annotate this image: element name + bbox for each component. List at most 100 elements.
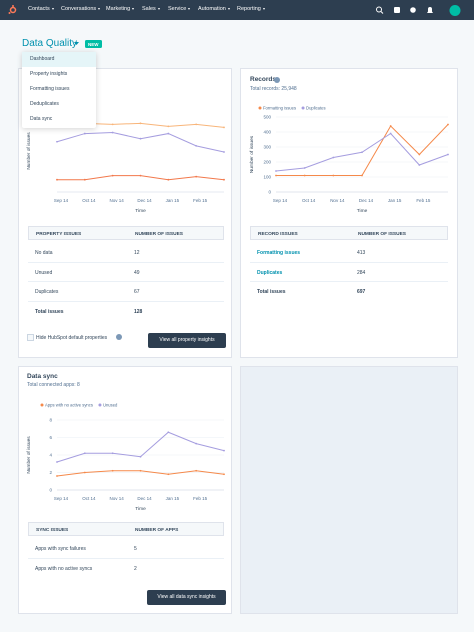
- y-tick-label: 0: [49, 488, 52, 493]
- x-tick-label: Nov 14: [110, 496, 125, 501]
- nav-item[interactable]: Service: [168, 6, 190, 12]
- cell: Total issues: [257, 289, 286, 295]
- y-tick-label: 200: [263, 160, 271, 165]
- y-tick-label: 300: [263, 145, 271, 150]
- data-point: [83, 452, 86, 455]
- x-tick-label: Dec 14: [359, 198, 374, 203]
- legend-swatch: [258, 106, 262, 110]
- y-tick-label: 2: [49, 470, 52, 475]
- records-chart: 0 100 200 300 400 500 Sep 14 Oct 14 Nov 14 Dec 14…: [249, 106, 449, 214]
- records-panel: [240, 68, 458, 358]
- cell: 5: [134, 546, 137, 552]
- column-header[interactable]: NUMBER OF ISSUES: [358, 231, 406, 237]
- menu-item[interactable]: Property insights: [30, 71, 68, 77]
- x-tick-label: Nov 14: [330, 198, 345, 203]
- y-axis-label: Number of issues: [26, 132, 32, 170]
- column-header[interactable]: NUMBER OF ISSUES: [135, 231, 183, 237]
- cell: 49: [134, 269, 140, 276]
- checkbox-label[interactable]: Hide HubSpot default properties: [36, 334, 108, 341]
- data-point: [447, 123, 449, 126]
- dropdown-menu: Dashboard Property insights Formatting i…: [22, 52, 96, 128]
- x-tick-label: Sep 14: [54, 198, 69, 203]
- page-title[interactable]: Data Quality: [22, 38, 78, 49]
- column-header[interactable]: RECORD ISSUES: [258, 231, 298, 237]
- logo: [8, 5, 17, 14]
- notifications-icon[interactable]: [427, 7, 433, 13]
- data-point: [56, 475, 58, 477]
- cell: Total issues: [35, 308, 64, 315]
- data-point: [83, 471, 86, 474]
- x-axis-label: Time: [135, 208, 146, 214]
- data-point: [303, 167, 306, 169]
- cell: Apps with sync failures: [35, 546, 86, 552]
- button[interactable]: View all property insights: [148, 333, 226, 348]
- nav-item[interactable]: Sales: [142, 6, 160, 12]
- info-icon[interactable]: [116, 334, 122, 340]
- data-point: [275, 170, 277, 172]
- search-icon[interactable]: [376, 6, 382, 13]
- x-axis-label: Time: [135, 506, 146, 512]
- y-tick-label: 4: [49, 453, 52, 458]
- data-point: [332, 156, 335, 159]
- button[interactable]: View all data sync insights: [147, 590, 226, 605]
- menu-item[interactable]: Deduplicates: [30, 101, 59, 107]
- nav-item[interactable]: Marketing: [106, 6, 134, 12]
- x-tick-label: Jan 15: [388, 198, 402, 203]
- legend-label: Apps with no active syncs: [45, 403, 93, 408]
- checkbox[interactable]: [27, 334, 34, 341]
- x-tick-label: Dec 14: [137, 496, 152, 501]
- data-point: [223, 449, 225, 452]
- column-header[interactable]: PROPERTY ISSUES: [36, 231, 82, 237]
- link[interactable]: Duplicates: [257, 269, 283, 276]
- avatar[interactable]: [449, 5, 461, 16]
- column-header[interactable]: NUMBER OF APPS: [135, 527, 179, 533]
- nav-item[interactable]: Reporting: [237, 6, 265, 12]
- y-tick-label: 8: [49, 418, 52, 423]
- data-point: [195, 442, 198, 445]
- cell: 12: [134, 250, 140, 256]
- x-tick-label: Jan 15: [166, 496, 180, 501]
- link[interactable]: Formatting issues: [257, 250, 301, 256]
- title-caret: [74, 42, 79, 45]
- data-point: [139, 137, 142, 140]
- menu-item[interactable]: Dashboard: [22, 52, 96, 67]
- cell: 284: [357, 269, 366, 276]
- settings-icon[interactable]: [410, 7, 416, 13]
- top-nav: Contacts Conversations Marketing Sales S…: [0, 0, 474, 20]
- cell: 413: [357, 250, 366, 256]
- new-badge: NEW: [85, 40, 102, 48]
- y-axis-label: Number of issues: [249, 135, 255, 173]
- x-tick-label: Jan 15: [166, 198, 180, 203]
- menu-item[interactable]: Formatting issues: [30, 86, 70, 92]
- table-row: Apps with no active syncs 2: [28, 559, 224, 579]
- cell: Unused: [35, 269, 53, 276]
- info-icon[interactable]: [274, 77, 280, 83]
- x-tick-label: Oct 14: [82, 496, 96, 501]
- table-header: PROPERTY ISSUES NUMBER OF ISSUES: [28, 226, 224, 240]
- data-point: [167, 178, 170, 181]
- table-row: Duplicates 284: [250, 263, 448, 282]
- data-point: [195, 175, 198, 178]
- panel-subtitle: Total connected apps: 8: [27, 382, 80, 388]
- marketplace-icon[interactable]: [394, 7, 400, 13]
- cell: 697: [357, 289, 366, 295]
- nav-item[interactable]: Contacts: [28, 6, 54, 12]
- data-point: [56, 461, 58, 463]
- data-point: [223, 178, 225, 181]
- data-point: [223, 126, 225, 129]
- data-point: [83, 132, 86, 135]
- menu-item[interactable]: Data sync: [30, 116, 53, 122]
- nav-item[interactable]: Automation: [198, 6, 230, 12]
- data-point: [223, 151, 225, 153]
- legend-label: Formatting issues: [263, 106, 296, 111]
- data-point: [361, 174, 363, 177]
- legend-swatch: [301, 106, 305, 110]
- x-axis-label: Time: [357, 208, 368, 214]
- data-point: [303, 174, 306, 177]
- nav-item[interactable]: Conversations: [61, 6, 100, 12]
- data-point: [223, 473, 225, 476]
- data-point: [447, 153, 449, 156]
- column-header[interactable]: SYNC ISSUES: [36, 527, 69, 533]
- nav-icons: [376, 5, 461, 16]
